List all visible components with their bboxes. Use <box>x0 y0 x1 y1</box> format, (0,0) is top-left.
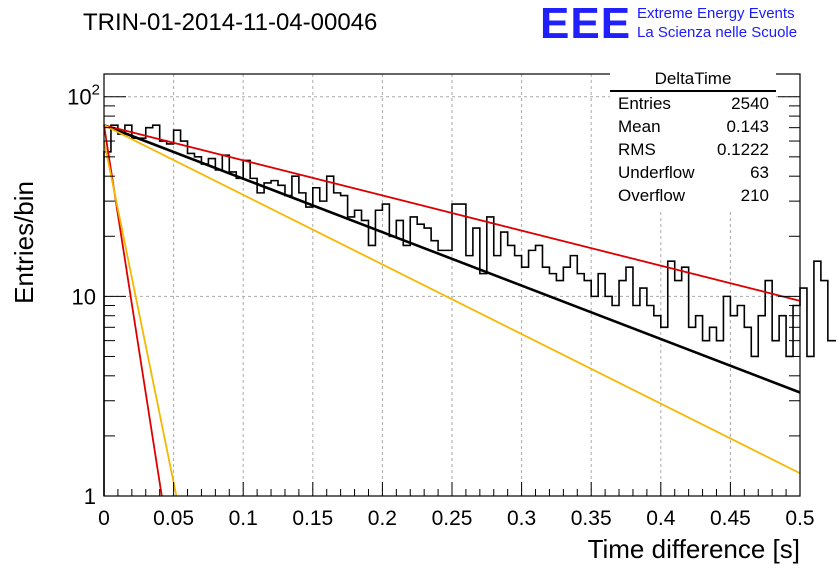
series-fit-upper <box>103 124 801 302</box>
y-tick-label: 10 <box>72 284 96 309</box>
stats-title: DeltaTime <box>610 68 776 92</box>
series-fit <box>103 124 801 394</box>
stats-value: 0.1222 <box>717 140 769 159</box>
x-tick-label: 0.25 <box>432 507 473 530</box>
stats-row-overflow: Overflow 210 <box>610 184 776 207</box>
stats-value: 210 <box>740 186 769 205</box>
axis-ticks <box>103 96 801 497</box>
stats-value: 63 <box>750 163 769 182</box>
x-tick-label: 0.45 <box>710 507 751 530</box>
x-axis-label: Time difference [s] <box>588 534 800 564</box>
stats-label: Entries <box>618 94 671 113</box>
stats-row-rms: RMS 0.1222 <box>610 138 776 161</box>
x-tick-label: 0.15 <box>292 507 333 530</box>
x-tick-label: 0.3 <box>507 507 536 530</box>
stats-label: Underflow <box>618 163 695 182</box>
stats-row-entries: Entries 2540 <box>610 92 776 115</box>
histogram <box>103 124 836 496</box>
fit-curves <box>103 124 801 497</box>
y-tick-label: 102 <box>67 82 100 110</box>
stats-box: DeltaTime Entries 2540 Mean 0.143 RMS 0.… <box>610 68 776 210</box>
x-tick-label: 0.4 <box>646 507 676 530</box>
tick-labels: 0 0.05 0.1 0.15 0.2 0.25 0.3 0.35 0.4 0.45 0.5 1 10 1… <box>67 82 814 530</box>
series-fit-lower <box>103 124 801 475</box>
chart-title: TRIN-01-2014-11-04-00046 <box>83 9 378 36</box>
stats-row-underflow: Underflow 63 <box>610 161 776 184</box>
histogram-outline <box>103 124 836 496</box>
logo-line-1: Extreme Energy Events <box>637 5 795 22</box>
stats-row-mean: Mean 0.143 <box>610 115 776 138</box>
eee-logo: EEE <box>540 0 632 48</box>
y-tick-label: 1 <box>84 484 96 509</box>
x-tick-label: 0.5 <box>785 507 814 530</box>
y-axis-label: Entries/bin <box>9 181 39 304</box>
series-fast-lower <box>103 140 178 497</box>
stats-label: Mean <box>618 117 661 136</box>
x-tick-label: 0.2 <box>368 507 397 530</box>
stats-label: RMS <box>618 140 656 159</box>
logo-line-2: La Scienza nelle Scuole <box>637 24 798 41</box>
x-tick-label: 0.05 <box>153 507 194 530</box>
stats-label: Overflow <box>618 186 686 205</box>
x-tick-label: 0.1 <box>229 507 258 530</box>
stats-value: 0.143 <box>726 117 769 136</box>
x-tick-label: 0 <box>98 507 110 530</box>
x-tick-label: 0.35 <box>571 507 612 530</box>
stats-value: 2540 <box>731 94 769 113</box>
